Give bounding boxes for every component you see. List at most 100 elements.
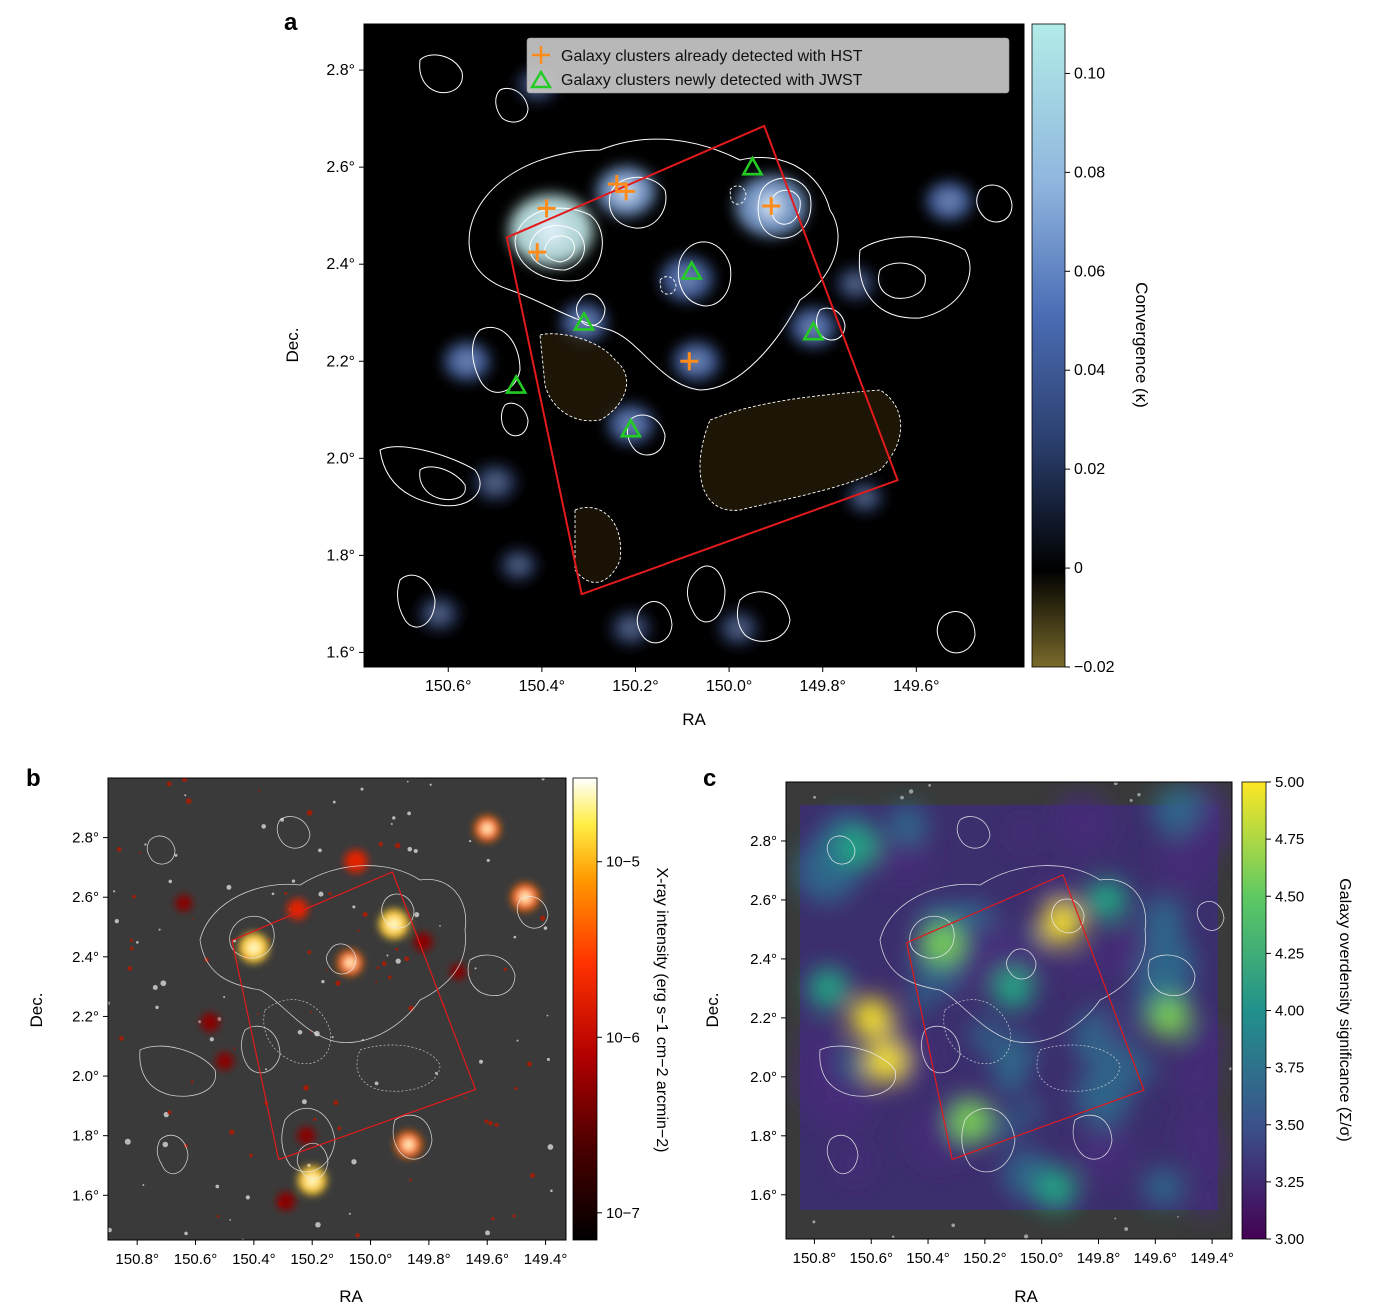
xray-source-core	[345, 957, 356, 968]
background-speck	[108, 1227, 112, 1233]
background-star	[812, 1220, 816, 1224]
background-speck	[526, 1061, 533, 1067]
background-speck	[468, 839, 472, 843]
background-speck	[318, 891, 324, 897]
overdensity-hotspot	[808, 968, 849, 1009]
colorbar-tick-label: 4.00	[1275, 1003, 1304, 1020]
background-speck	[215, 1184, 220, 1189]
background-speck	[301, 1099, 307, 1105]
xray-source-core	[387, 918, 400, 931]
overdensity-hotspot	[837, 826, 878, 867]
xray-source-core	[306, 1174, 318, 1187]
xray-source-core	[247, 941, 260, 954]
background-speck	[394, 842, 401, 849]
background-speck	[332, 800, 336, 804]
background-star	[1137, 793, 1141, 797]
jwst-cluster-marker	[741, 155, 764, 176]
panel-a-colorbar-label: Convergence (κ)	[1132, 282, 1151, 408]
panel-c-colorbar-ticks: 3.00 3.25 3.50 3.75 4.00 4.25 4.50 4.75 5.00	[1266, 774, 1304, 1248]
x-tick-label: 150.4°	[519, 678, 565, 695]
panel-c-y-ticks: 1.6° 1.8° 2.0° 2.2° 2.4° 2.6° 2.8°	[750, 833, 786, 1204]
background-speck	[331, 1036, 334, 1039]
xray-source	[276, 1191, 296, 1211]
background-speck	[494, 1122, 499, 1128]
panel-a-contours	[379, 54, 1013, 654]
xray-source-core	[403, 1139, 414, 1150]
background-speck	[328, 892, 332, 896]
panel-c-frame	[785, 781, 1233, 1240]
panel-a-x-ticks: 150.6° 150.4° 150.2° 150.0° 149.8° 149.6°	[425, 667, 940, 695]
background-speck	[167, 1110, 172, 1115]
overdensity-hotspot	[950, 1101, 991, 1142]
xray-source	[344, 849, 368, 874]
x-tick-label: 150.0°	[1020, 1250, 1064, 1267]
background-speck	[408, 1005, 414, 1012]
y-tick-label: 1.6°	[326, 644, 355, 661]
colorbar-tick-label: 10−5	[606, 854, 640, 871]
y-tick-label: 2.4°	[326, 256, 355, 273]
background-speck	[547, 1144, 554, 1150]
y-tick-label: 2.2°	[750, 1010, 777, 1027]
panel-c-ylabel: Dec.	[703, 993, 722, 1028]
overdensity-patch	[995, 1065, 1024, 1095]
background-star	[1124, 1227, 1129, 1231]
overdensity-hotspot	[1035, 1168, 1076, 1209]
background-speck	[407, 811, 412, 816]
background-speck	[162, 1141, 169, 1148]
xray-source-core	[482, 823, 493, 834]
overdensity-patch	[1190, 1188, 1220, 1218]
panel-a-legend-box	[526, 37, 1010, 94]
panel-a-jwst-footprint	[505, 124, 899, 596]
hst-cluster-marker	[528, 243, 547, 262]
background-speck	[374, 1081, 379, 1086]
background-speck	[257, 1012, 260, 1015]
background-speck	[360, 787, 364, 791]
panel-a-convergence-peaks	[419, 68, 972, 645]
background-star	[908, 789, 914, 794]
panel-b-x-ticks: 150.8° 150.6° 150.4° 150.2° 150.0° 149.8° 149.…	[115, 1240, 567, 1268]
background-speck	[387, 975, 392, 980]
overdensity-patch	[1188, 1022, 1226, 1059]
hst-cluster-marker	[762, 196, 781, 215]
colorbar-tick-label: 0.04	[1074, 362, 1105, 379]
background-star	[1114, 1217, 1117, 1220]
x-tick-label: 150.2°	[963, 1250, 1007, 1267]
background-star	[813, 795, 817, 799]
background-speck	[541, 778, 545, 781]
background-speck	[406, 780, 409, 783]
colorbar-tick-label: 0.08	[1074, 164, 1105, 181]
background-star	[951, 1223, 956, 1228]
overdensity-hotspot	[1087, 879, 1128, 920]
background-speck	[514, 1086, 518, 1091]
colorbar-tick-label: 0	[1074, 560, 1083, 577]
background-speck	[233, 1047, 236, 1050]
x-tick-label: 150.8°	[793, 1250, 837, 1267]
convergence-peak-core	[458, 353, 475, 370]
background-star	[1023, 1234, 1029, 1239]
legend-jwst-label: Galaxy clusters newly detected with JWST	[561, 72, 863, 89]
background-speck	[386, 954, 389, 957]
background-speck	[351, 1159, 357, 1165]
colorbar-tick-label: 5.00	[1275, 774, 1304, 791]
panel-b-plot-area	[108, 778, 566, 1240]
convergence-peak-core	[512, 558, 525, 572]
background-speck	[307, 950, 312, 955]
background-speck	[166, 781, 172, 787]
hst-cluster-marker	[607, 175, 626, 194]
background-speck	[129, 946, 134, 951]
background-speck	[357, 929, 360, 932]
panel-b-colorbar-ticks: 10−7 10−6 10−5	[597, 854, 640, 1222]
background-speck	[321, 980, 325, 984]
convergence-peak-core	[623, 621, 638, 636]
overdensity-patch	[1099, 927, 1147, 975]
background-speck	[284, 891, 288, 895]
background-speck	[291, 879, 296, 883]
background-speck	[429, 783, 432, 786]
overdensity-patch	[1101, 1010, 1136, 1045]
overdensity-patch	[795, 1054, 850, 1109]
background-speck	[265, 1068, 268, 1071]
panel-a-ylabel: Dec.	[283, 328, 302, 363]
background-star	[928, 783, 931, 787]
overdensity-patch	[989, 1032, 1036, 1079]
y-tick-label: 2.0°	[72, 1068, 99, 1085]
